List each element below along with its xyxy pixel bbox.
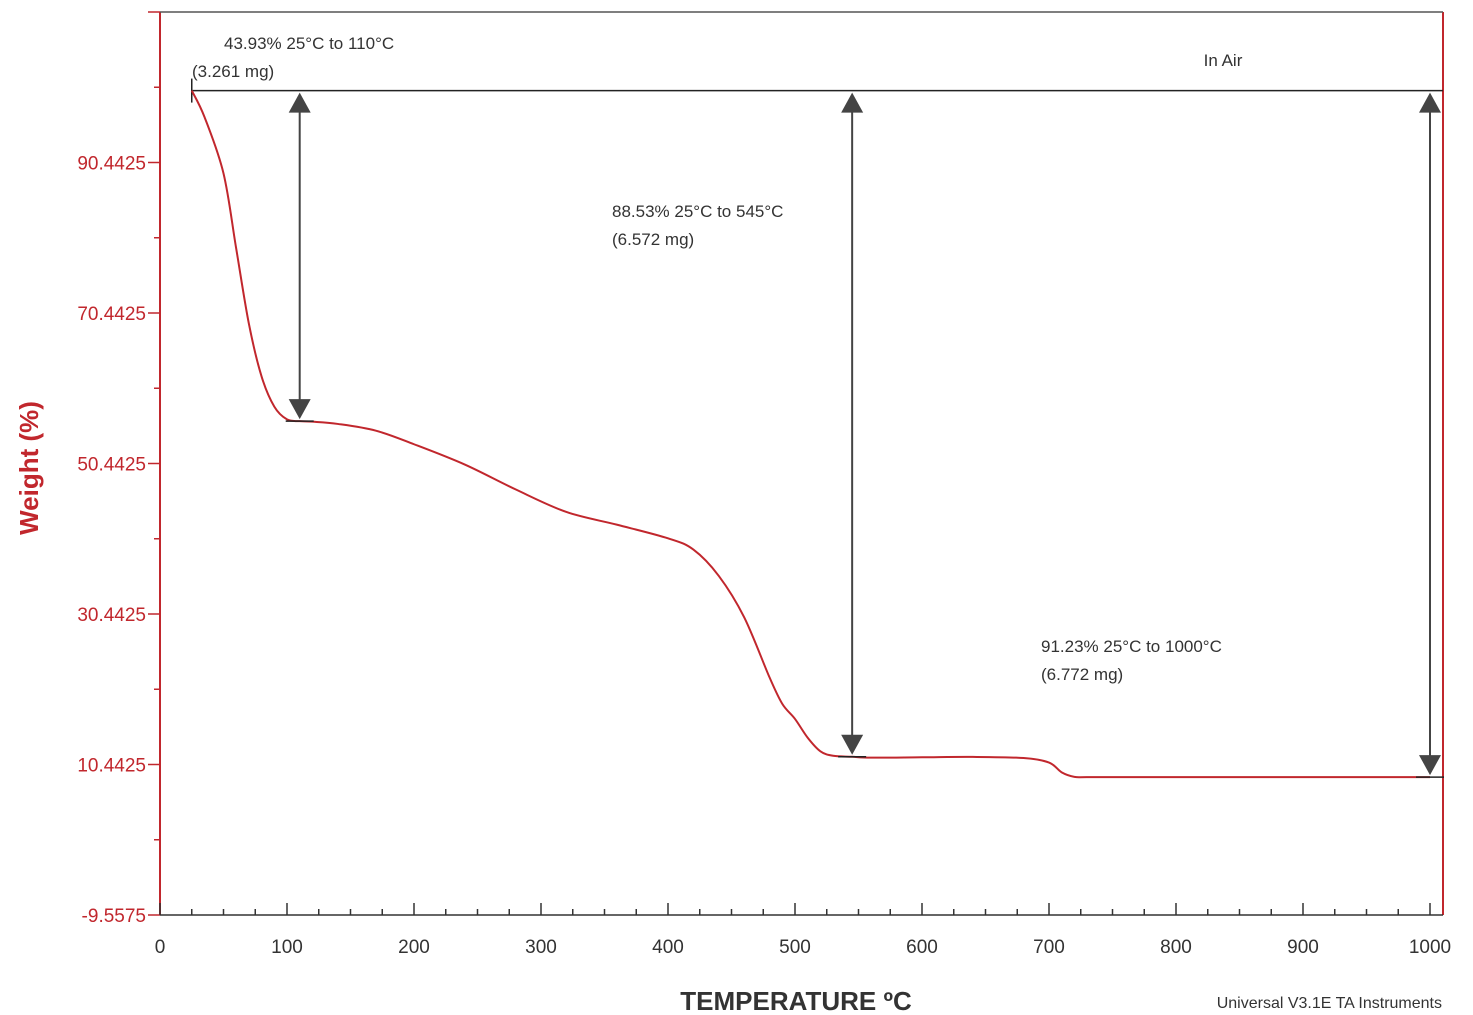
step-annotation-mass: (6.572 mg): [612, 230, 694, 249]
weight-curve: [190, 90, 1430, 779]
y-tick-label: 90.4425: [77, 154, 146, 175]
arrow-head-down: [1419, 755, 1441, 776]
x-tick-label: 200: [398, 937, 430, 958]
x-tick-label: 700: [1033, 937, 1065, 958]
x-tick-label: 300: [525, 937, 557, 958]
arrow-head-down: [841, 734, 864, 755]
step-annotation-percent: 91.23% 25°C to 1000°C: [1041, 637, 1222, 656]
x-axis-title: TEMPERATURE ºC: [680, 986, 912, 1015]
step-annotation-percent: 43.93% 25°C to 110°C: [224, 34, 394, 53]
arrow-head-up: [841, 92, 864, 113]
arrow-head-up: [288, 92, 311, 113]
y-axis-title: Weight (%): [14, 401, 44, 535]
x-tick-label: 400: [652, 937, 684, 958]
footer-label: Universal V3.1E TA Instruments: [1217, 995, 1442, 1012]
x-tick-label: 0: [155, 937, 166, 958]
x-tick-label: 1000: [1409, 937, 1451, 958]
y-tick-label: 50.4425: [77, 455, 146, 476]
arrow-head-up: [1419, 92, 1441, 113]
x-tick-label: 100: [271, 937, 303, 958]
x-tick-label: 500: [779, 937, 811, 958]
condition-label: In Air: [1204, 51, 1243, 70]
x-tick-label: 600: [906, 937, 938, 958]
x-tick-label: 900: [1287, 937, 1319, 958]
y-tick-label: 10.4425: [77, 756, 146, 777]
y-tick-label: -9.5575: [82, 906, 146, 927]
y-tick-label: 30.4425: [77, 605, 146, 626]
step-annotation-percent: 88.53% 25°C to 545°C: [612, 202, 783, 221]
arrow-head-down: [288, 399, 311, 420]
x-tick-label: 800: [1160, 937, 1192, 958]
step-annotation-mass: (6.772 mg): [1041, 665, 1123, 684]
y-tick-label: 70.4425: [77, 304, 146, 325]
step-annotation-mass: (3.261 mg): [192, 62, 274, 81]
